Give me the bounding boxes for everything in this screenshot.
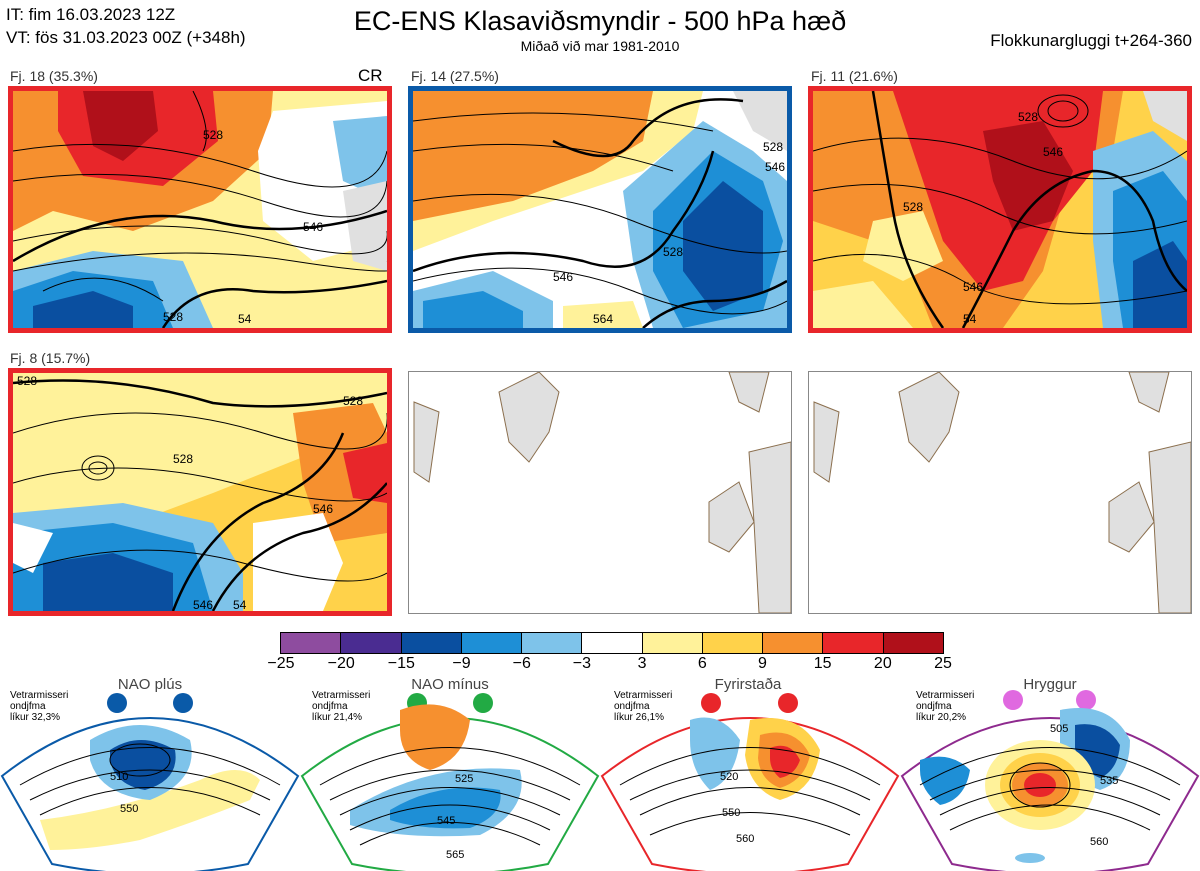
colorbar-tick-label: −9	[452, 655, 471, 672]
regime-4-dot-left	[1003, 690, 1023, 710]
contour-label: 528	[903, 200, 923, 214]
colorbar-swatch	[823, 633, 884, 653]
cluster-map-4: 528 528 546 528 546 54	[8, 368, 392, 616]
contour-label: 528	[163, 310, 183, 324]
contour-label: 546	[765, 160, 785, 174]
contour-label: 546	[1043, 145, 1063, 159]
contour-label: 546	[193, 598, 213, 611]
regime-1-dot-left	[107, 693, 127, 713]
issue-time: IT: fim 16.03.2023 12Z	[6, 5, 176, 24]
contour-label: 560	[1090, 836, 1108, 848]
panel-2-label: Fj. 14 (27.5%)	[411, 68, 499, 84]
regime-3-name: Fyrirstaða	[714, 676, 782, 693]
regime-map-nao-minus: 525 545 565	[300, 704, 600, 871]
colorbar-tick-label: 3	[637, 655, 647, 672]
cluster-map-1: 528 546 528 54	[8, 86, 392, 333]
regime-4-name: Hryggur	[1023, 676, 1077, 693]
colorbar-swatch	[461, 633, 523, 653]
colorbar-tick-label: 6	[697, 655, 707, 672]
cluster-map-3: 528 546 528 546 54	[808, 86, 1192, 333]
panel-4-label: Fj. 8 (15.7%)	[10, 350, 91, 366]
panel-1-label: Fj. 18 (35.3%)	[10, 68, 98, 84]
contour-label: 564	[593, 312, 613, 326]
colorbar-tick-label: 9	[758, 655, 767, 672]
regime-1-dot-right	[173, 693, 193, 713]
contour-label: 528	[17, 374, 37, 388]
colorbar-swatch	[341, 633, 402, 653]
chart-title: EC-ENS Klasaviðsmyndir - 500 hPa hæð	[353, 6, 847, 36]
colorbar-swatch	[883, 633, 943, 653]
colorbar-swatch	[763, 633, 824, 653]
contour-label: 546	[963, 280, 983, 294]
colorbar-tick-label: −6	[512, 655, 531, 672]
contour-label: 545	[437, 815, 455, 827]
contour-label: 565	[446, 849, 464, 861]
contour-label: 528	[1018, 110, 1038, 124]
contour-label: 510	[110, 771, 128, 783]
colorbar-swatch	[642, 633, 703, 653]
colorbar-swatch	[401, 633, 462, 653]
colorbar-swatch	[582, 633, 643, 653]
valid-time: VT: fös 31.03.2023 00Z (+348h)	[6, 28, 246, 47]
panel-1-tag: CR	[358, 66, 383, 85]
regime-1-name: NAO plús	[117, 676, 183, 693]
colorbar-tick-label: 20	[873, 655, 892, 672]
contour-label: 520	[720, 771, 738, 783]
panel-3-label: Fj. 11 (21.6%)	[811, 68, 898, 84]
contour-label: 54	[963, 312, 977, 326]
contour-label: 54	[238, 312, 252, 326]
regime-3-dot-left	[701, 693, 721, 713]
contour-label: 546	[313, 502, 333, 516]
regime-4-meta: Vetrarmisseri ondjfma líkur 20,2%	[916, 690, 975, 723]
regime-3-dot-right	[778, 693, 798, 713]
colorbar-swatch	[281, 633, 342, 653]
contour-label: 505	[1050, 723, 1068, 735]
regime-map-nao-plus: 510 550	[0, 717, 300, 871]
colorbar-tick-label: −15	[387, 655, 415, 672]
colorbar-swatch	[522, 633, 583, 653]
regime-1-meta: Vetrarmisseri ondjfma líkur 32,3%	[10, 690, 69, 723]
contour-label: 560	[736, 833, 754, 845]
regime-3-meta: Vetrarmisseri ondjfma líkur 26,1%	[614, 690, 673, 723]
empty-map-6	[808, 371, 1192, 614]
regime-maps: 510 550 525 545 565 520 550 560	[0, 704, 1200, 871]
empty-map-5	[408, 371, 792, 614]
contour-label: 528	[203, 128, 223, 142]
colorbar-tick-label: 15	[813, 655, 832, 672]
contour-label: 535	[1100, 775, 1118, 787]
contour-label: 528	[763, 140, 783, 154]
contour-label: 546	[553, 270, 573, 284]
colorbar-tick-label: −20	[327, 655, 355, 672]
colorbar-swatch	[702, 633, 764, 653]
contour-label: 525	[455, 773, 473, 785]
contour-label: 546	[303, 220, 323, 234]
regime-2-dot-right	[473, 693, 493, 713]
colorbar-tick-label: −25	[267, 655, 295, 672]
classification-window: Flokkunargluggi t+264-360	[990, 31, 1192, 50]
colorbar	[280, 632, 944, 654]
cluster-map-2: 528 546 528 546 564	[408, 86, 792, 333]
contour-label: 528	[343, 394, 363, 408]
regime-2-name: NAO mínus	[411, 676, 489, 693]
chart-subtitle: Miðað við mar 1981-2010	[520, 38, 680, 54]
colorbar-tick-label: −3	[572, 655, 592, 672]
contour-label: 528	[663, 245, 683, 259]
regime-4-dot-right	[1076, 690, 1096, 710]
regime-map-blocking: 520 550 560	[600, 717, 900, 871]
colorbar-tick-label: 25	[934, 655, 952, 672]
contour-label: 54	[233, 598, 247, 611]
contour-label: 528	[173, 452, 193, 466]
regime-2-meta: Vetrarmisseri ondjfma líkur 21,4%	[312, 690, 371, 723]
regime-map-ridge: 505 535 560	[900, 708, 1200, 871]
contour-label: 550	[722, 807, 740, 819]
contour-label: 550	[120, 803, 138, 815]
